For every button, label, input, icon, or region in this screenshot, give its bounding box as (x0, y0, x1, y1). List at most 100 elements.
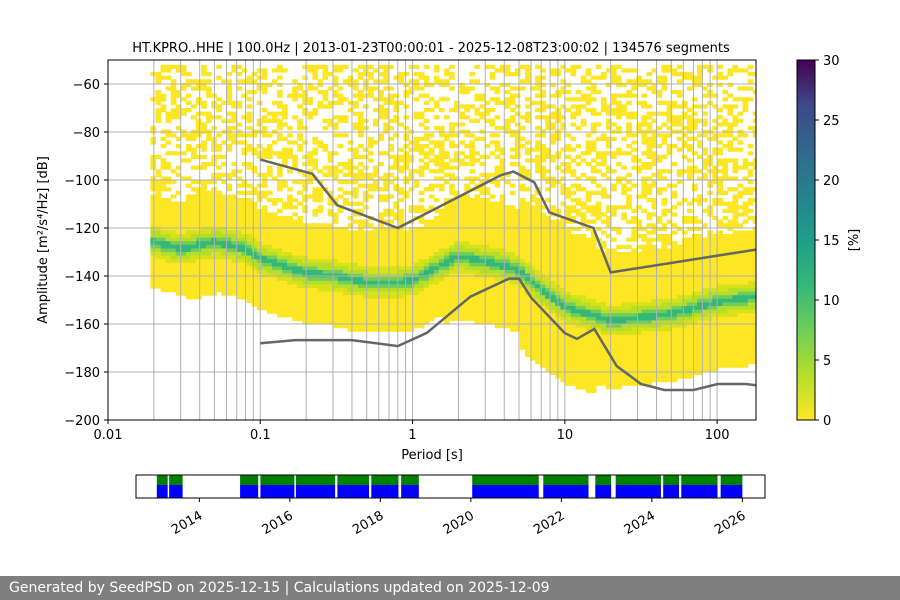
heatmap-cell (484, 111, 491, 116)
heatmap-cell (393, 316, 400, 321)
heatmap-cell (438, 234, 445, 239)
heatmap-cell (403, 176, 410, 181)
heatmap-cell (519, 136, 526, 141)
heatmap-cell (236, 234, 243, 239)
heatmap-cell (636, 309, 642, 314)
heatmap-cell (646, 79, 653, 84)
heatmap-cell (398, 302, 405, 307)
heatmap-cell (494, 252, 501, 257)
heatmap-cell (297, 180, 303, 185)
heatmap-cell (398, 298, 405, 303)
heatmap-cell (646, 374, 653, 379)
heatmap-cell (540, 219, 546, 224)
heatmap-cell (641, 118, 648, 123)
heatmap-cell (454, 255, 460, 260)
heatmap-cell (190, 201, 197, 206)
heatmap-cell (621, 356, 627, 361)
heatmap-cell (226, 291, 233, 296)
heatmap-cell (347, 140, 354, 145)
heatmap-cell (241, 201, 248, 206)
heatmap-cell (241, 259, 248, 264)
heatmap-cell (651, 342, 658, 347)
heatmap-cell (150, 198, 157, 203)
heatmap-cell (398, 266, 405, 271)
heatmap-cell (236, 140, 243, 145)
heatmap-cell (287, 284, 293, 289)
heatmap-cell (398, 244, 405, 249)
heatmap-cell (479, 241, 486, 246)
heatmap-cell (651, 291, 658, 296)
heatmap-cell (383, 72, 389, 77)
heatmap-cell (383, 75, 389, 80)
heatmap-cell (535, 154, 541, 159)
heatmap-cell (611, 334, 617, 339)
heatmap-cell (636, 165, 642, 170)
heatmap-cell (246, 241, 253, 246)
heatmap-cell (474, 288, 481, 293)
heatmap-cell (378, 280, 384, 285)
heatmap-cell (454, 226, 460, 231)
heatmap-cell (190, 147, 197, 152)
heatmap-cell (646, 198, 653, 203)
heatmap-cell (221, 266, 227, 271)
heatmap-cell (565, 205, 572, 210)
heatmap-cell (651, 298, 658, 303)
heatmap-cell (337, 266, 344, 271)
heatmap-cell (297, 252, 303, 257)
heatmap-cell (312, 230, 319, 235)
heatmap-cell (170, 79, 177, 84)
heatmap-cell (585, 381, 592, 386)
heatmap-cell (459, 115, 465, 120)
heatmap-cell (251, 226, 258, 231)
heatmap-cell (550, 342, 556, 347)
heatmap-cell (621, 151, 627, 156)
heatmap-cell (519, 223, 526, 228)
heatmap-cell (433, 280, 440, 285)
heatmap-cell (590, 298, 597, 303)
heatmap-cell (595, 367, 602, 372)
heatmap-cell (307, 316, 314, 321)
heatmap-cell (611, 100, 617, 105)
heatmap-cell (454, 154, 460, 159)
heatmap-cell (413, 302, 420, 307)
heatmap-cell (489, 212, 496, 217)
heatmap-cell (352, 298, 359, 303)
heatmap-cell (433, 234, 440, 239)
heatmap-cell (611, 367, 617, 372)
heatmap-cell (525, 104, 531, 109)
heatmap-cell (287, 169, 293, 174)
heatmap-cell (525, 237, 531, 242)
heatmap-cell (641, 226, 648, 231)
heatmap-cell (636, 205, 642, 210)
heatmap-cell (560, 104, 567, 109)
heatmap-cell (271, 201, 278, 206)
heatmap-cell (277, 266, 283, 271)
heatmap-cell (590, 230, 597, 235)
heatmap-cell (600, 288, 607, 293)
heatmap-cell (241, 288, 248, 293)
heatmap-cell (368, 284, 374, 289)
heatmap-cell (423, 237, 430, 242)
heatmap-cell (352, 147, 359, 152)
heatmap-cell (449, 212, 455, 217)
heatmap-cell (160, 136, 167, 141)
heatmap-cell (444, 284, 450, 289)
heatmap-cell (297, 122, 303, 127)
heatmap-cell (236, 183, 243, 188)
heatmap-cell (393, 309, 400, 314)
heatmap-cell (170, 216, 177, 221)
heatmap-cell (444, 72, 450, 77)
heatmap-cell (540, 144, 546, 149)
heatmap-cell (292, 277, 298, 282)
heatmap-cell (651, 345, 658, 350)
heatmap-cell (342, 79, 349, 84)
heatmap-cell (373, 169, 379, 174)
heatmap-cell (611, 280, 617, 285)
heatmap-cell (175, 190, 182, 195)
heatmap-cell (201, 187, 207, 192)
heatmap-cell (378, 108, 384, 113)
heatmap-cell (514, 162, 521, 167)
heatmap-cell (378, 320, 384, 325)
heatmap-cell (565, 241, 572, 246)
heatmap-cell (514, 255, 521, 260)
